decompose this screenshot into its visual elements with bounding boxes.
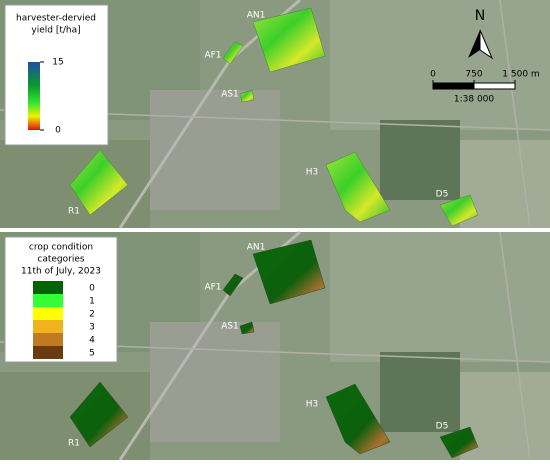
field-label: AN1: [247, 11, 266, 21]
legend-title: yield [t/ha]: [31, 26, 80, 36]
colorbar-label: 15: [52, 58, 63, 68]
field-label: R1: [68, 439, 80, 449]
field-label: D5: [436, 190, 449, 200]
field-label: AF1: [204, 51, 221, 61]
legend-swatch: [33, 333, 63, 346]
legend-label: 3: [89, 323, 95, 333]
legend-title: crop condition: [29, 243, 93, 253]
legend-swatch: [33, 281, 63, 294]
divider: [0, 228, 550, 232]
scale-bar: [433, 83, 474, 89]
colorbar-label: 0: [55, 126, 61, 136]
legend-swatch: [33, 307, 63, 320]
field-label: AS1: [221, 322, 239, 332]
legend-title: 11th of July, 2023: [21, 267, 101, 277]
field-label: AF1: [204, 283, 221, 293]
legend-swatch: [33, 320, 63, 333]
legend-swatch: [33, 346, 63, 359]
panel-bottom: [0, 230, 550, 462]
legend-label: 4: [89, 336, 95, 346]
field-label: H3: [306, 400, 319, 410]
scale-ratio: 1:38 000: [454, 95, 495, 105]
north-label: N: [475, 8, 485, 24]
colorbar: [28, 62, 40, 130]
field-label: AN1: [247, 243, 266, 253]
legend-swatch: [33, 294, 63, 307]
legend-label: 5: [89, 349, 95, 359]
scale-label: 0: [430, 70, 436, 80]
scale-label: 750: [465, 70, 482, 80]
field-label: H3: [306, 168, 319, 178]
scale-label: 1 500 m: [502, 70, 539, 80]
field-label: AS1: [221, 90, 239, 100]
legend-label: 1: [89, 297, 95, 307]
field-label: D5: [436, 422, 449, 432]
legend-label: 0: [89, 284, 95, 294]
field-label: R1: [68, 207, 80, 217]
north-arrow: [479, 29, 494, 60]
panel-top: [0, 0, 550, 230]
legend-label: 2: [89, 310, 95, 320]
legend-box: [4, 4, 109, 146]
legend-title: categories: [37, 255, 84, 265]
legend-title: harvester-dervied: [16, 14, 96, 24]
